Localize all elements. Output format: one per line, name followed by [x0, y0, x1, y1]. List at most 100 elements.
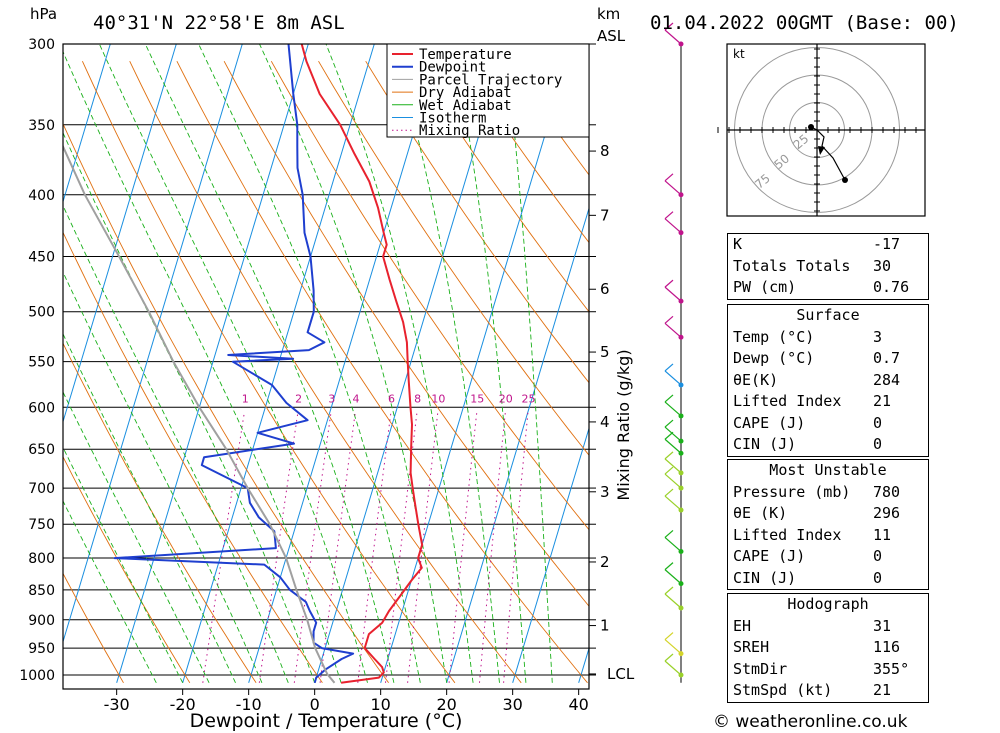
wind-barb-flag: [664, 394, 674, 403]
x-tick-label: 30: [502, 695, 522, 714]
x-tick-label: 10: [370, 695, 390, 714]
wet-adiabat-line: [98, 44, 368, 683]
surface-panel: Surface Temp (°C) 3 Dewp (°C) 0.7 θE(K) 284 Li…: [727, 304, 929, 457]
wet-adiabat-line: [63, 391, 210, 684]
surface-value: 21: [873, 392, 892, 410]
wind-barb: [664, 473, 682, 489]
hodograph-stat-row: SREH 116: [728, 637, 928, 659]
parcel-trajectory-line: [63, 144, 336, 684]
surface-value: 3: [873, 327, 883, 346]
pressure-tick-label: 700: [28, 481, 55, 497]
dry-adiabat-line: [365, 60, 589, 384]
hodograph-stat-label: EH: [733, 616, 752, 635]
legend-parcel-trajectory: Parcel Trajectory: [419, 72, 562, 88]
most-unstable-label: CAPE (J): [733, 547, 806, 565]
wind-barb-flag: [664, 451, 674, 460]
wind-barb: [664, 322, 682, 338]
wind-barb-flag: [664, 22, 674, 31]
height-tick-label: 1: [600, 617, 610, 635]
surface-value: 0: [873, 413, 883, 432]
isotherm-line: [63, 44, 177, 424]
most-unstable-value: 296: [873, 504, 901, 522]
dry-adiabat-line: [63, 572, 124, 684]
mixing-ratio-line: [479, 411, 506, 683]
dry-adiabat-line: [63, 342, 257, 684]
height-tick-label: 4: [600, 413, 610, 431]
hodograph-stat-row: StmSpd (kt) 21: [728, 680, 928, 702]
wet-adiabat-line: [198, 44, 421, 683]
mixing-ratio-line: [357, 411, 392, 683]
most-unstable-label: Lifted Index: [733, 525, 842, 544]
pressure-tick-label: 500: [28, 305, 55, 321]
temperature-line: [300, 44, 424, 684]
wind-barb: [664, 180, 682, 196]
most-unstable-label: θE (K): [733, 504, 788, 522]
wind-barb: [664, 660, 682, 676]
legend-isotherm: Isotherm: [419, 111, 486, 127]
pressure-tick-label: 350: [28, 118, 55, 134]
dry-adiabat-line: [270, 60, 589, 531]
storm-motion-marker: [818, 146, 825, 155]
wind-barb: [664, 218, 682, 234]
pressure-tick-label: 1000: [19, 668, 55, 684]
height-tick-label: 5: [600, 343, 610, 361]
wet-adiabat-line: [325, 44, 474, 683]
dry-adiabat-line: [63, 455, 191, 684]
mixing-ratio-label: 3: [328, 392, 335, 405]
surface-label: Lifted Index: [733, 392, 842, 410]
mixing-ratio-label: 2: [295, 392, 302, 405]
pressure-tick-label: 950: [28, 641, 55, 657]
wind-barb-flag: [664, 279, 674, 288]
x-tick-label: 40: [568, 695, 588, 714]
copyright-footer[interactable]: © weatheronline.co.uk: [713, 712, 908, 732]
wind-barb-flag: [664, 488, 674, 497]
hodograph-stat-label: StmDir: [733, 659, 788, 678]
wet-adiabat-line: [259, 44, 448, 683]
hodograph-stat-value: 355°: [873, 659, 910, 678]
isotherm-line: [446, 206, 589, 683]
surface-row: CAPE (J) 0: [728, 413, 928, 435]
height-unit-asl: ASL: [597, 27, 626, 45]
x-tick-label: 20: [436, 695, 456, 714]
mixing-ratio-label: 20: [499, 392, 513, 405]
wind-barb-flag: [664, 653, 674, 662]
mixing-ratio-label: 8: [414, 392, 421, 405]
most-unstable-row: θE (K) 296: [728, 503, 928, 525]
datetime-title: 01.04.2022 00GMT (Base: 00): [650, 12, 959, 34]
most-unstable-value: 0: [873, 547, 883, 565]
index-row: Totals Totals 30: [728, 256, 928, 278]
most-unstable-row: Lifted Index 11: [728, 525, 928, 547]
wind-barb: [664, 438, 682, 454]
most-unstable-value: 0: [873, 568, 883, 587]
mixing-ratio-axis-label: Mixing Ratio (g/kg): [614, 349, 633, 500]
wind-barb: [664, 29, 682, 45]
mixing-ratio-line: [448, 411, 478, 683]
x-tick-label: -30: [104, 695, 130, 714]
legend-temperature: Temperature: [419, 47, 512, 63]
hodograph-stat-label: StmSpd (kt): [733, 681, 833, 699]
surface-row: θE(K) 284: [728, 370, 928, 392]
wind-barb-flag: [664, 586, 674, 595]
hodograph-unit-label: kt: [733, 47, 745, 61]
wind-barb-flag: [664, 530, 674, 538]
wind-barb-flag: [664, 315, 674, 324]
legend-dewpoint: Dewpoint: [419, 60, 486, 76]
most-unstable-value: 11: [873, 525, 892, 544]
surface-value: 0.7: [873, 349, 901, 367]
surface-value: 284: [873, 370, 901, 389]
index-value: 0.76: [873, 278, 910, 296]
mixing-ratio-line: [319, 411, 356, 683]
legend-mixing-ratio: Mixing Ratio: [419, 123, 520, 139]
dry-adiabat-line: [63, 231, 323, 684]
pressure-tick-label: 300: [28, 37, 55, 53]
wet-adiabat-line: [63, 446, 184, 684]
isotherm-line: [512, 426, 589, 683]
dry-adiabat-line: [63, 122, 389, 684]
hodograph-stat-value: 31: [873, 616, 892, 635]
index-label: K: [733, 235, 743, 253]
surface-row: CIN (J) 0: [728, 434, 928, 456]
dewpoint-line: [113, 44, 355, 684]
pressure-tick-label: 650: [28, 442, 55, 458]
height-tick-label: LCL: [607, 665, 635, 683]
